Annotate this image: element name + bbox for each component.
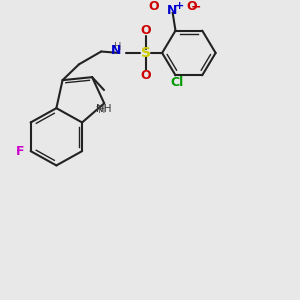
Text: H: H [114,42,121,52]
Text: S: S [141,46,151,60]
Text: O: O [140,24,151,37]
Text: F: F [16,145,25,158]
Text: H: H [98,106,105,116]
Text: NH: NH [97,104,112,114]
Text: N: N [167,4,178,17]
Text: Cl: Cl [170,76,184,89]
Text: O: O [148,0,159,13]
Text: −: − [191,0,202,13]
Text: O: O [140,69,151,82]
Text: N: N [96,106,97,107]
Text: N: N [111,44,121,57]
Text: +: + [175,1,184,11]
Text: O: O [186,0,196,13]
